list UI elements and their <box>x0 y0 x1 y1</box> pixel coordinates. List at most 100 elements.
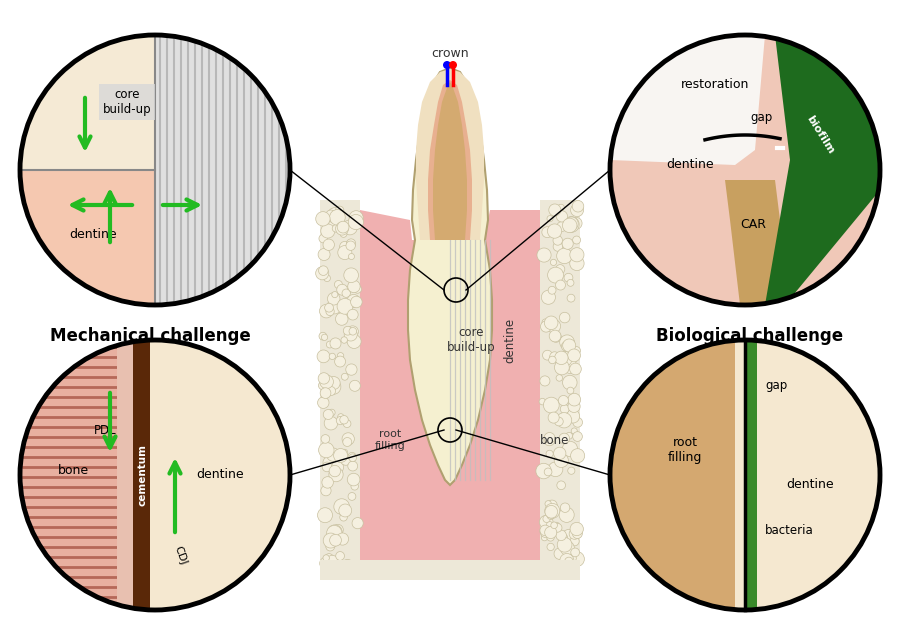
Circle shape <box>320 304 333 318</box>
Circle shape <box>346 241 356 250</box>
Circle shape <box>560 312 570 323</box>
Circle shape <box>332 225 339 232</box>
Circle shape <box>540 376 550 386</box>
Circle shape <box>540 525 553 538</box>
Circle shape <box>340 509 347 515</box>
Circle shape <box>572 200 584 212</box>
Circle shape <box>554 522 560 529</box>
Polygon shape <box>785 35 880 150</box>
Circle shape <box>328 292 340 305</box>
Circle shape <box>338 413 344 420</box>
Circle shape <box>549 330 561 342</box>
Circle shape <box>566 410 580 423</box>
Polygon shape <box>725 180 780 305</box>
Circle shape <box>320 557 332 570</box>
Circle shape <box>568 400 580 413</box>
Circle shape <box>571 449 585 463</box>
Circle shape <box>332 292 338 298</box>
Circle shape <box>571 204 583 216</box>
Circle shape <box>348 493 356 500</box>
Circle shape <box>542 319 549 326</box>
Circle shape <box>323 533 338 548</box>
Circle shape <box>554 351 568 365</box>
Circle shape <box>561 534 568 541</box>
Circle shape <box>540 525 551 536</box>
Text: root
filling: root filling <box>374 429 405 451</box>
Circle shape <box>547 511 554 520</box>
Circle shape <box>327 299 342 314</box>
Polygon shape <box>610 35 775 305</box>
Circle shape <box>349 454 356 461</box>
Circle shape <box>558 204 564 211</box>
Circle shape <box>553 236 562 245</box>
Circle shape <box>327 448 340 461</box>
Polygon shape <box>320 200 360 580</box>
Circle shape <box>547 319 561 333</box>
Circle shape <box>572 347 580 355</box>
Circle shape <box>564 541 571 548</box>
Circle shape <box>562 375 577 390</box>
Circle shape <box>330 338 341 349</box>
Text: gap: gap <box>765 378 788 392</box>
Circle shape <box>572 236 580 244</box>
Circle shape <box>354 285 362 293</box>
Circle shape <box>567 387 574 394</box>
Polygon shape <box>610 340 735 610</box>
Circle shape <box>323 457 334 468</box>
Circle shape <box>536 463 552 479</box>
Polygon shape <box>765 35 880 305</box>
Text: PDL: PDL <box>94 424 116 436</box>
Circle shape <box>339 241 350 252</box>
Circle shape <box>554 548 565 559</box>
Circle shape <box>556 211 568 222</box>
Circle shape <box>572 428 577 434</box>
Polygon shape <box>360 210 540 580</box>
Polygon shape <box>117 340 135 610</box>
Circle shape <box>564 273 573 282</box>
Circle shape <box>342 289 350 298</box>
Circle shape <box>554 242 562 252</box>
Circle shape <box>323 410 333 419</box>
Text: dentine: dentine <box>666 159 714 172</box>
Circle shape <box>347 309 358 320</box>
Circle shape <box>338 221 349 233</box>
Circle shape <box>550 352 560 362</box>
Circle shape <box>559 433 570 444</box>
Circle shape <box>320 224 335 238</box>
Circle shape <box>569 529 580 540</box>
Circle shape <box>343 420 351 428</box>
Circle shape <box>319 234 328 243</box>
Circle shape <box>346 364 357 375</box>
Text: core
build-up: core build-up <box>446 326 495 354</box>
Text: cementum: cementum <box>137 444 147 506</box>
Polygon shape <box>155 30 295 310</box>
Circle shape <box>568 467 575 474</box>
Polygon shape <box>133 340 150 610</box>
Circle shape <box>327 525 342 541</box>
Circle shape <box>556 248 572 264</box>
Circle shape <box>340 568 347 575</box>
Text: bone: bone <box>540 433 570 447</box>
Circle shape <box>350 336 359 346</box>
Polygon shape <box>610 340 880 610</box>
Circle shape <box>561 503 570 513</box>
Circle shape <box>329 209 346 225</box>
Circle shape <box>332 524 343 535</box>
Circle shape <box>561 351 577 367</box>
Text: crown: crown <box>431 47 469 60</box>
Circle shape <box>554 453 569 468</box>
Circle shape <box>560 554 574 568</box>
Circle shape <box>340 513 347 521</box>
Circle shape <box>557 481 565 490</box>
Circle shape <box>551 522 557 529</box>
Circle shape <box>320 375 333 388</box>
Circle shape <box>349 211 364 225</box>
Circle shape <box>342 433 355 445</box>
Circle shape <box>348 214 364 230</box>
Circle shape <box>324 275 330 282</box>
Circle shape <box>341 449 347 456</box>
Circle shape <box>544 397 559 413</box>
Circle shape <box>548 412 559 423</box>
Circle shape <box>338 298 353 314</box>
Polygon shape <box>745 340 757 610</box>
